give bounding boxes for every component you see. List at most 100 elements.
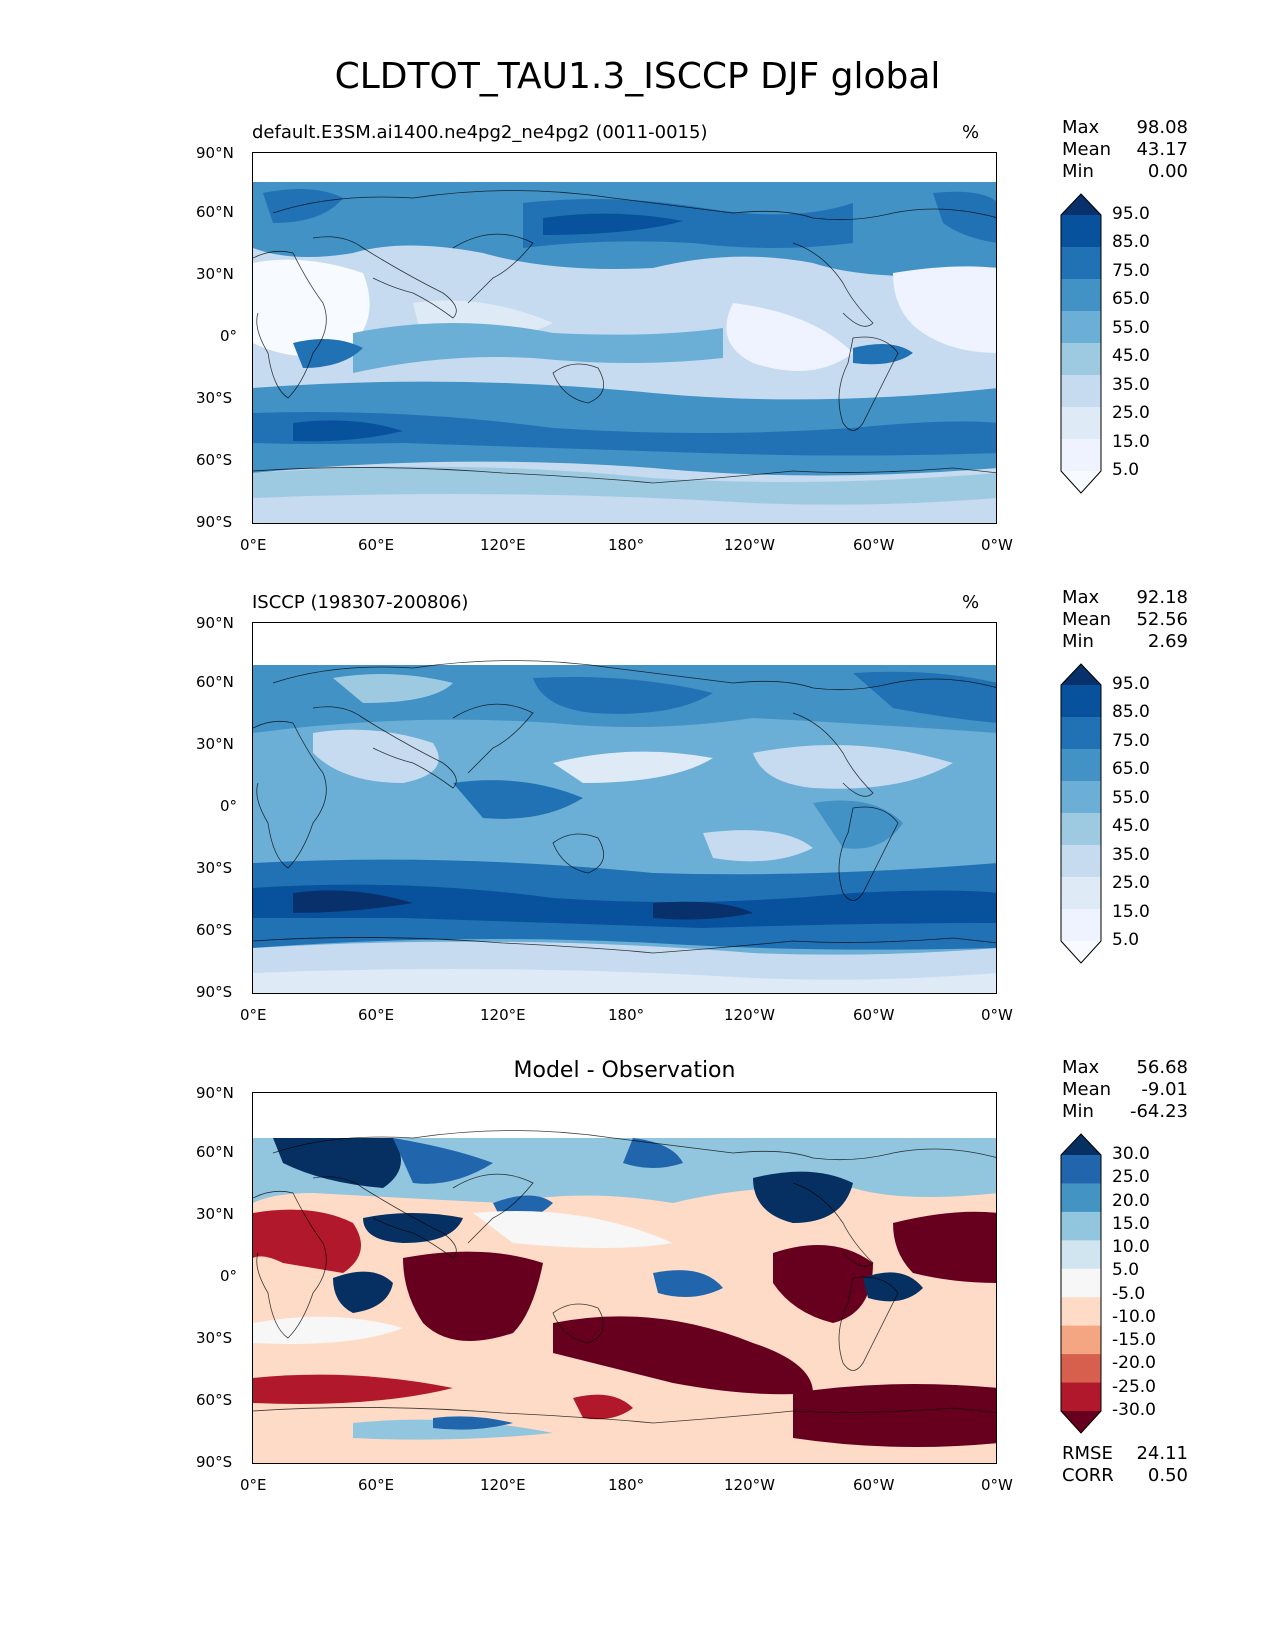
- p3-xtick-120e: 120°E: [480, 1476, 526, 1494]
- panel1-units: %: [962, 122, 980, 143]
- figure-title: CLDTOT_TAU1.3_ISCCP DJF global: [334, 56, 941, 97]
- p3-xtick-60w: 60°W: [853, 1476, 895, 1494]
- p1-xtick-0e: 0°E: [240, 536, 267, 554]
- p1-xtick-120w: 120°W: [724, 536, 775, 554]
- colorbar-label: 95.0: [1112, 204, 1150, 224]
- p2-xtick-0w: 0°W: [981, 1006, 1013, 1024]
- p3-min-value: -64.23: [1129, 1101, 1188, 1122]
- colorbar-swatch: [1061, 941, 1101, 963]
- p1-xtick-60e: 60°E: [358, 536, 395, 554]
- colorbar-swatch: [1061, 845, 1101, 878]
- colorbar-swatch: [1061, 1297, 1101, 1327]
- p3-ytick-30s: 30°S: [196, 1329, 233, 1347]
- p1-ytick-0: 0°: [220, 327, 238, 345]
- colorbar-swatch: [1061, 717, 1101, 750]
- colorbar-outline: [1060, 663, 1102, 964]
- colorbar-label: 65.0: [1112, 759, 1150, 780]
- p3-ytick-60n: 60°N: [196, 1143, 234, 1161]
- colorbar-swatch: [1061, 247, 1101, 280]
- panel1-field: [253, 153, 996, 523]
- colorbar-outline: [1060, 193, 1102, 494]
- p2-xtick-180: 180°: [608, 1006, 645, 1024]
- colorbar-label: -15.0: [1112, 1330, 1156, 1351]
- p1-xtick-120e: 120°E: [480, 536, 526, 554]
- colorbar-swatch: [1061, 813, 1101, 846]
- colorbar-swatch: [1061, 685, 1101, 718]
- colorbar-label: 85.0: [1112, 702, 1150, 723]
- colorbar-label: 65.0: [1112, 289, 1150, 310]
- colorbar-swatch: [1061, 471, 1101, 493]
- p2-ytick-30s: 30°S: [196, 859, 233, 877]
- colorbar-swatch: [1061, 1354, 1101, 1384]
- panel3-map: [252, 1092, 997, 1464]
- colorbar-label: 10.0: [1112, 1237, 1150, 1258]
- p3-ytick-0: 0°: [220, 1267, 238, 1285]
- colorbar-swatch: [1061, 1183, 1101, 1213]
- colorbar-label: 20.0: [1112, 1190, 1150, 1211]
- p1-max-label: Max: [1062, 117, 1100, 138]
- panel2-units: %: [962, 592, 980, 613]
- p1-max-value: 98.08: [1136, 117, 1188, 138]
- colorbar-label: 5.0: [1112, 460, 1140, 480]
- p2-min-label: Min: [1062, 631, 1094, 652]
- corr-value: 0.50: [1147, 1465, 1188, 1486]
- panel3-field: [253, 1093, 996, 1463]
- p2-max-label: Max: [1062, 587, 1100, 608]
- panel3-title: Model - Observation: [513, 1058, 736, 1083]
- colorbar-swatch: [1061, 407, 1101, 440]
- p1-ytick-30s: 30°S: [196, 389, 233, 407]
- colorbar-label: 15.0: [1112, 1213, 1150, 1234]
- p2-xtick-120w: 120°W: [724, 1006, 775, 1024]
- panel1-title: default.E3SM.ai1400.ne4pg2_ne4pg2 (0011-…: [252, 122, 708, 143]
- colorbar-swatch: [1061, 1382, 1101, 1412]
- colorbar-swatches: [1060, 1133, 1102, 1434]
- panel2-title: ISCCP (198307-200806): [252, 592, 469, 613]
- rmse-label: RMSE: [1062, 1443, 1113, 1464]
- p1-xtick-60w: 60°W: [853, 536, 895, 554]
- colorbar-label: 35.0: [1112, 844, 1150, 865]
- colorbar-label: -20.0: [1112, 1353, 1156, 1374]
- p2-xtick-120e: 120°E: [480, 1006, 526, 1024]
- colorbar-swatch: [1061, 909, 1101, 942]
- colorbar-label: 25.0: [1112, 1167, 1150, 1188]
- p3-max-label: Max: [1062, 1057, 1100, 1078]
- panel2-field: [253, 623, 996, 993]
- panel1-map: [252, 152, 997, 524]
- p3-xtick-60e: 60°E: [358, 1476, 395, 1494]
- colorbar-label: 55.0: [1112, 787, 1150, 808]
- p2-ytick-60s: 60°S: [196, 921, 233, 939]
- p2-ytick-90s: 90°S: [196, 983, 233, 1001]
- p2-xtick-0e: 0°E: [240, 1006, 267, 1024]
- rmse-value: 24.11: [1136, 1443, 1188, 1464]
- colorbar-swatch: [1061, 749, 1101, 782]
- p1-ytick-60s: 60°S: [196, 451, 233, 469]
- colorbar-label: 45.0: [1112, 816, 1150, 837]
- colorbar-swatch: [1061, 877, 1101, 910]
- colorbar-label: 85.0: [1112, 232, 1150, 253]
- colorbar-swatch: [1061, 1268, 1101, 1298]
- colorbar-label: -30.0: [1112, 1400, 1156, 1420]
- colorbar-swatches: [1060, 663, 1102, 964]
- colorbar-swatch: [1061, 1411, 1101, 1433]
- p2-ytick-30n: 30°N: [196, 735, 234, 753]
- p2-xtick-60e: 60°E: [358, 1006, 395, 1024]
- colorbar-swatch: [1061, 194, 1101, 215]
- colorbar-swatch: [1061, 664, 1101, 685]
- colorbar-label: -5.0: [1112, 1283, 1146, 1304]
- colorbar-label: 75.0: [1112, 260, 1150, 281]
- p3-min-label: Min: [1062, 1101, 1094, 1122]
- p1-xtick-0w: 0°W: [981, 536, 1013, 554]
- panel3-stats: Max 56.68 Mean -9.01 Min -64.23: [1062, 1057, 1188, 1123]
- p1-ytick-90s: 90°S: [196, 513, 233, 531]
- colorbar-swatches: [1060, 193, 1102, 494]
- colorbar-swatch: [1061, 439, 1101, 472]
- colorbar-swatch: [1061, 343, 1101, 376]
- colorbar-label: 25.0: [1112, 873, 1150, 894]
- p2-ytick-90n: 90°N: [196, 614, 234, 632]
- p3-mean-label: Mean: [1062, 1079, 1112, 1100]
- p3-xtick-0e: 0°E: [240, 1476, 267, 1494]
- p3-xtick-120w: 120°W: [724, 1476, 775, 1494]
- p3-xtick-0w: 0°W: [981, 1476, 1013, 1494]
- colorbar-swatch: [1061, 1211, 1101, 1241]
- colorbar-swatch: [1061, 1325, 1101, 1355]
